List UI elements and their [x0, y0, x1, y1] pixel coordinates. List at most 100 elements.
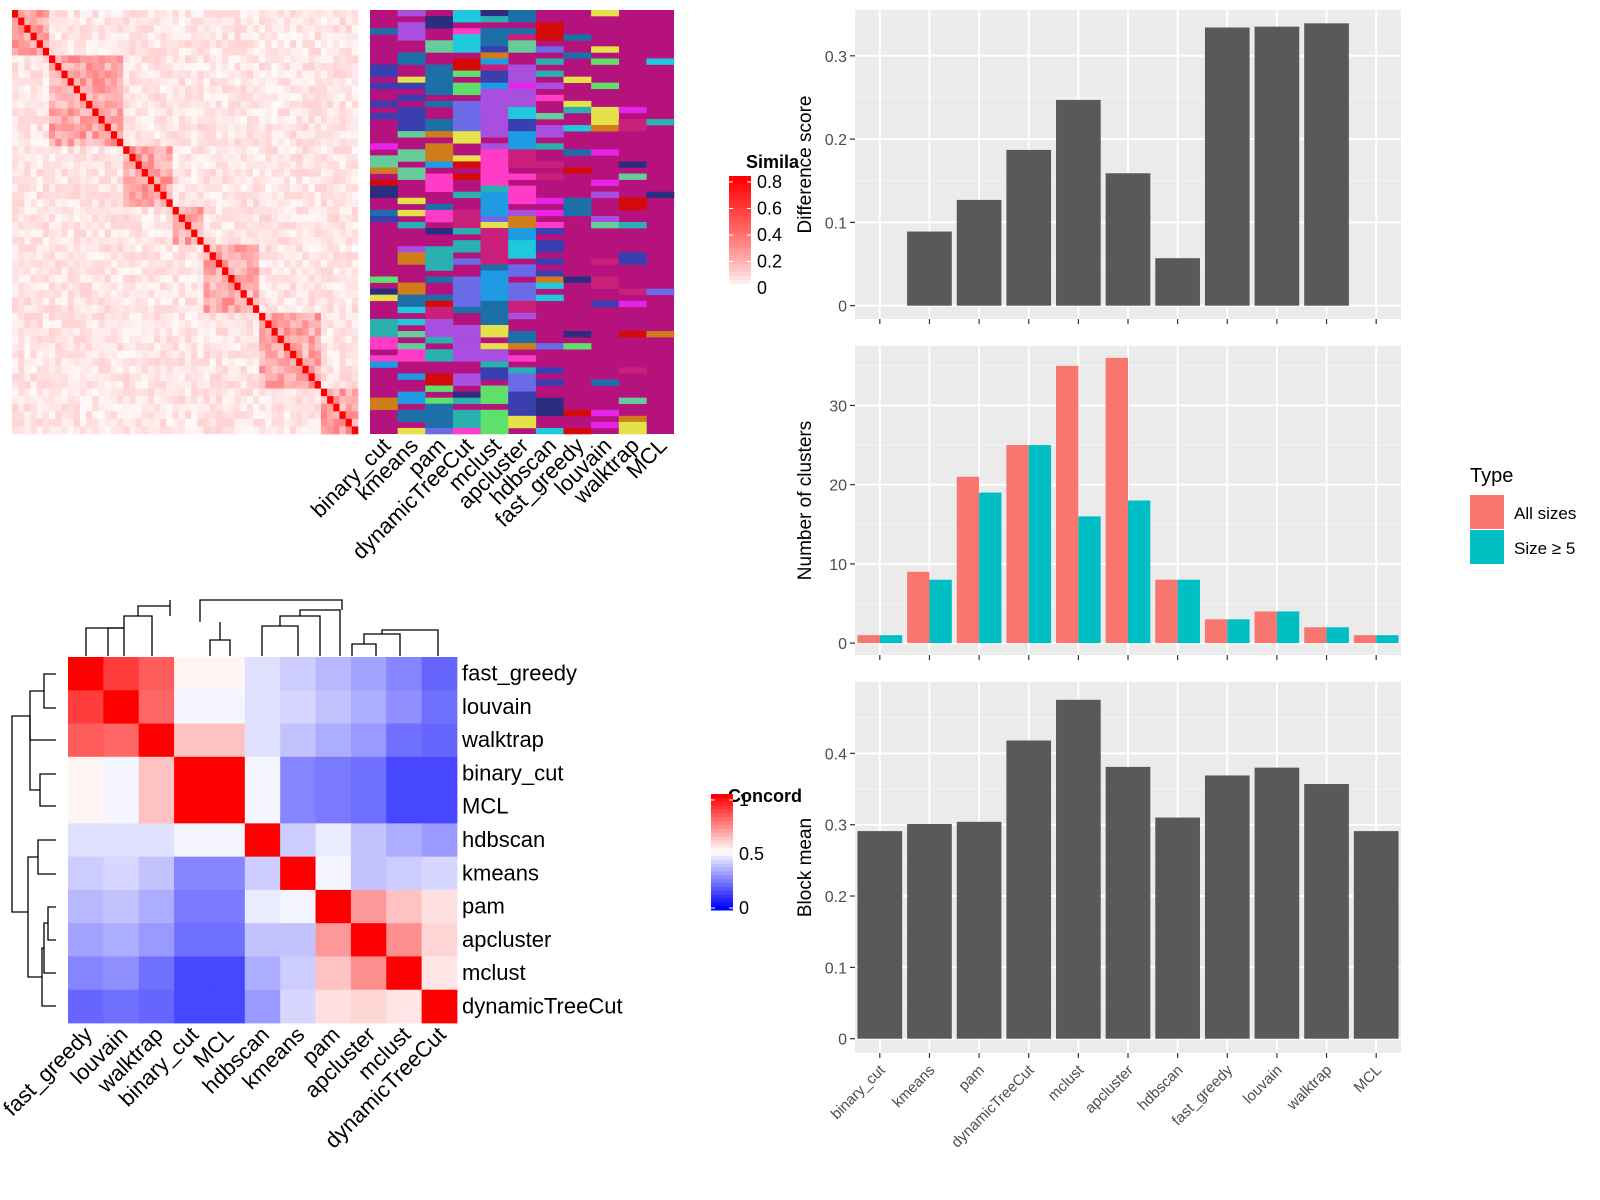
similarity-cell [308, 403, 316, 412]
similarity-cell [98, 93, 105, 102]
similarity-cell [259, 381, 266, 389]
similarity-cell [333, 426, 340, 435]
concordance-cell [280, 790, 316, 824]
similarity-cell [339, 123, 346, 132]
similarity-cell [141, 237, 149, 246]
similarity-cell [36, 358, 44, 367]
similarity-cell [351, 267, 359, 276]
similarity-cell [203, 55, 211, 64]
similarity-cell [86, 388, 93, 397]
similarity-cell [123, 373, 130, 382]
similarity-cell [110, 320, 118, 329]
similarity-cell [271, 131, 278, 140]
similarity-cell [123, 32, 130, 41]
concordance-cell [138, 657, 175, 691]
similarity-cell [265, 184, 272, 193]
similarity-cell [222, 320, 229, 329]
similarity-cell [98, 191, 105, 200]
similarity-cell [172, 403, 180, 412]
similarity-cell [123, 403, 130, 412]
similarity-cell [141, 381, 149, 389]
similarity-cell [30, 252, 38, 261]
similarity-cell [271, 214, 278, 223]
similarity-cell [203, 206, 211, 215]
similarity-cell [215, 191, 223, 200]
similarity-cell [86, 93, 93, 102]
similarity-cell [290, 275, 297, 283]
cluster-cell [508, 234, 537, 241]
cluster-cell [563, 76, 592, 83]
similarity-cell [290, 10, 297, 18]
concordance-row-label: binary_cut [462, 761, 564, 786]
similarity-cell [327, 411, 334, 420]
similarity-cell [18, 17, 25, 26]
similarity-cell [259, 176, 266, 185]
similarity-cell [333, 229, 340, 238]
similarity-cell [339, 381, 346, 389]
similarity-cell [172, 55, 180, 64]
similarity-cell [123, 426, 130, 435]
similarity-cell [271, 365, 278, 374]
similarity-cell [92, 100, 99, 109]
similarity-cell [191, 418, 198, 427]
similarity-cell [203, 328, 211, 336]
similarity-cell [42, 100, 50, 109]
similarity-cell [49, 358, 56, 367]
similarity-cell [259, 40, 266, 49]
dendrograms [11, 599, 439, 1007]
similarity-cell [191, 40, 198, 49]
cluster-cell [646, 331, 675, 338]
concordance-legend-band [711, 855, 733, 861]
similarity-cell [209, 47, 217, 56]
similarity-cell [55, 312, 62, 321]
similarity-cell [228, 396, 235, 405]
similarity-cell [117, 237, 124, 246]
similarity-cell [191, 305, 198, 314]
similarity-cell [333, 381, 340, 389]
similarity-cell [18, 131, 25, 140]
cluster-cell [370, 397, 398, 405]
bar-size-5 [1177, 579, 1200, 644]
similarity-cell [49, 244, 56, 253]
similarity-cell [296, 320, 303, 329]
y-tick-label: 30 [829, 398, 847, 415]
similarity-cell [290, 100, 297, 109]
similarity-cell [234, 335, 241, 344]
similarity-cell [234, 396, 241, 405]
similarity-cell [49, 267, 56, 276]
similarity-cell [203, 335, 211, 344]
concordance-cell [103, 723, 140, 758]
similarity-cell [308, 184, 316, 193]
similarity-cell [302, 396, 309, 405]
similarity-cell [197, 214, 204, 223]
similarity-cell [36, 267, 44, 276]
similarity-cell [110, 63, 118, 71]
similarity-cell [147, 184, 155, 193]
similarity-cell [172, 169, 180, 177]
similarity-cell [141, 169, 149, 177]
similarity-cell [228, 169, 235, 177]
similarity-cell [333, 10, 340, 18]
similarity-cell [160, 70, 167, 79]
similarity-cell [296, 365, 303, 374]
similarity-cell [104, 365, 112, 374]
similarity-cell [308, 335, 316, 344]
similarity-cell [209, 55, 217, 64]
similarity-cell [185, 17, 192, 26]
similarity-cell [290, 411, 297, 420]
similarity-cell [61, 229, 68, 238]
similarity-cell [259, 153, 266, 162]
similarity-cell [320, 358, 328, 367]
similarity-cell [308, 191, 316, 200]
similarity-cell [327, 123, 334, 132]
similarity-cell [252, 40, 260, 49]
similarity-cell [308, 176, 316, 185]
similarity-cell [73, 222, 81, 230]
similarity-cell [314, 78, 322, 87]
similarity-cell [166, 259, 173, 268]
similarity-cell [49, 305, 56, 314]
similarity-cell [104, 335, 112, 344]
similarity-cell [86, 373, 93, 382]
similarity-cell [147, 290, 155, 299]
